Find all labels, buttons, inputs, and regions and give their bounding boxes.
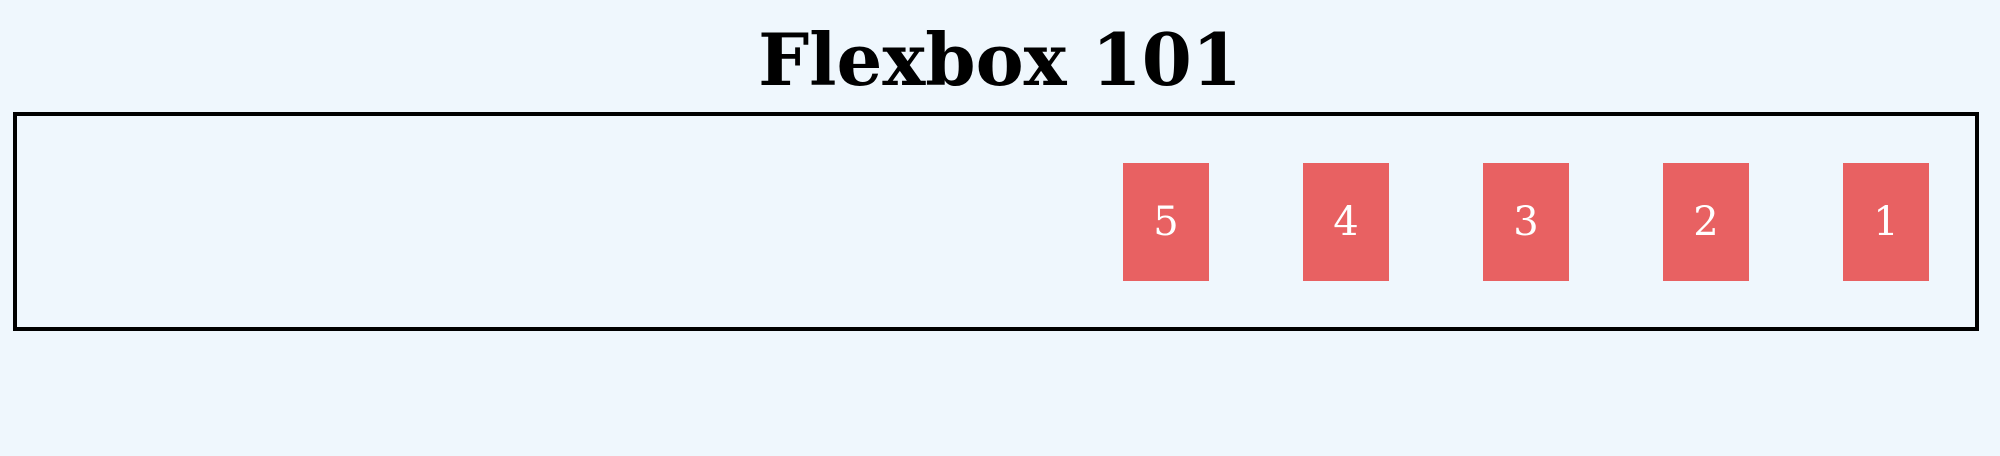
flex-item-2: 2 bbox=[1663, 162, 1749, 281]
flex-item-4: 4 bbox=[1303, 162, 1389, 281]
flex-container: 1 2 3 4 5 bbox=[13, 112, 1979, 331]
flex-item-5: 5 bbox=[1123, 162, 1209, 281]
flex-item-3: 3 bbox=[1483, 162, 1569, 281]
page-title: Flexbox 101 bbox=[758, 17, 1242, 102]
flex-item-1: 1 bbox=[1843, 162, 1929, 281]
